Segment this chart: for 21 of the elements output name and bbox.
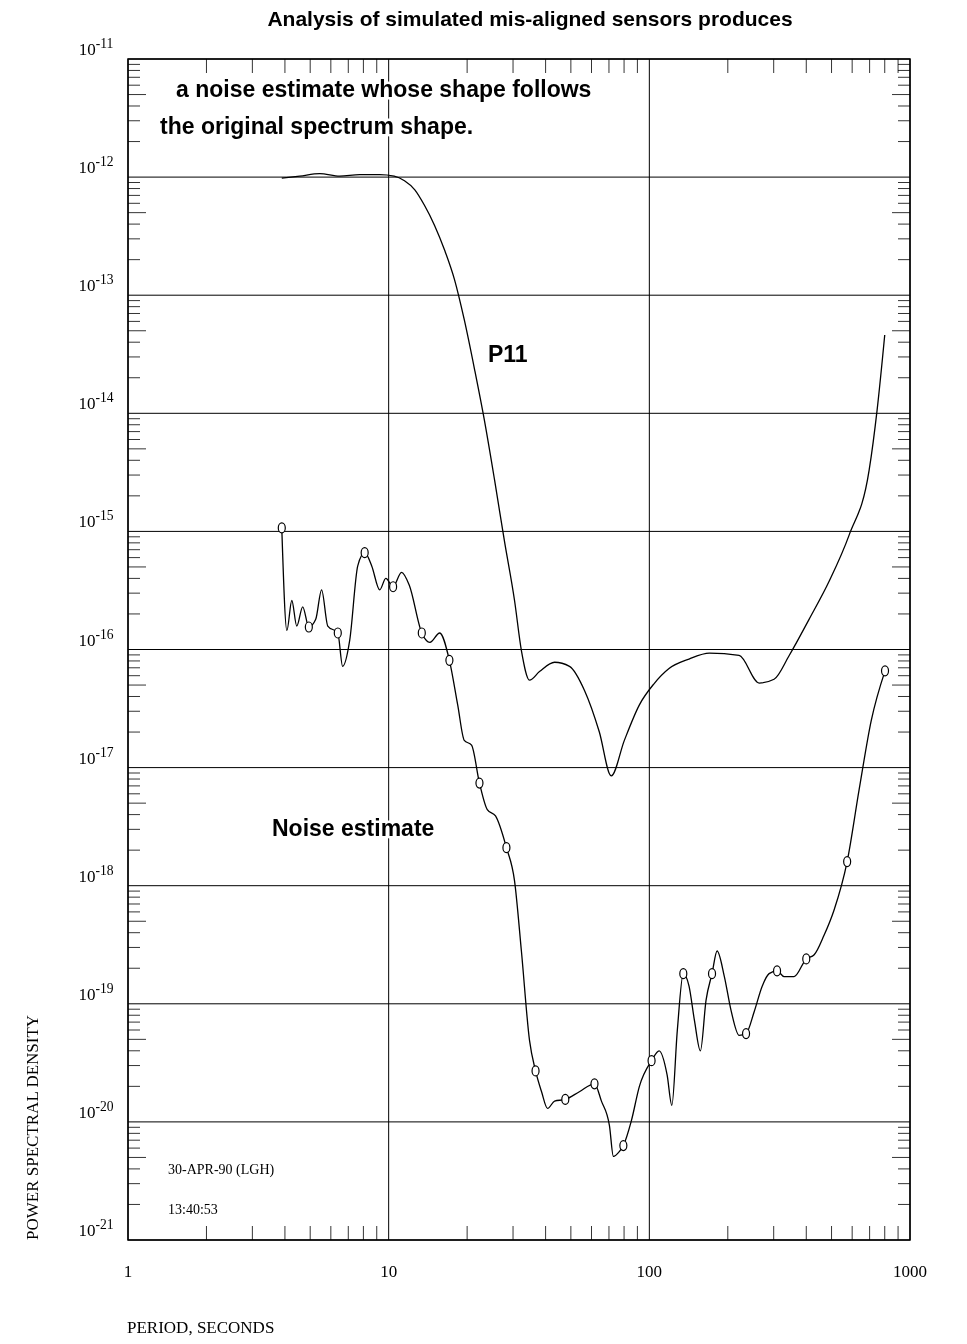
y-tick-label: 10$^{-16}$ bbox=[78, 626, 114, 650]
y-tick-label: 10$^{-21}$ bbox=[78, 1216, 114, 1240]
x-tick-label: 10 bbox=[380, 1262, 398, 1281]
x-tick-label: 1 bbox=[123, 1262, 133, 1281]
annotation: 13:40:53 bbox=[168, 1202, 218, 1217]
x-tick-label: 1000 bbox=[893, 1262, 927, 1281]
chart-title: Analysis of simulated mis-aligned sensors produces bbox=[267, 7, 793, 30]
x-axis-title: PERIOD, SECONDS bbox=[127, 1318, 275, 1337]
y-tick-label: 10$^{-17}$ bbox=[78, 744, 114, 768]
y-tick-label: 10$^{-11}$ bbox=[78, 35, 114, 59]
y-tick-label: 10$^{-14}$ bbox=[78, 389, 114, 414]
y-tick-label: 10$^{-12}$ bbox=[78, 153, 114, 178]
y-axis-title: POWER SPECTRAL DENSITY bbox=[23, 1014, 42, 1240]
series-label: P11 bbox=[488, 341, 528, 367]
x-tick-label: 100 bbox=[636, 1262, 663, 1281]
y-tick-label: 10$^{-18}$ bbox=[78, 862, 114, 886]
y-tick-label: 10$^{-15}$ bbox=[78, 507, 114, 532]
y-tick-label: 10$^{-13}$ bbox=[78, 271, 114, 296]
y-tick-label: 10$^{-19}$ bbox=[78, 980, 114, 1004]
y-tick-label: 10$^{-20}$ bbox=[78, 1098, 114, 1122]
annotation: 30-APR-90 (LGH) bbox=[168, 1162, 275, 1178]
